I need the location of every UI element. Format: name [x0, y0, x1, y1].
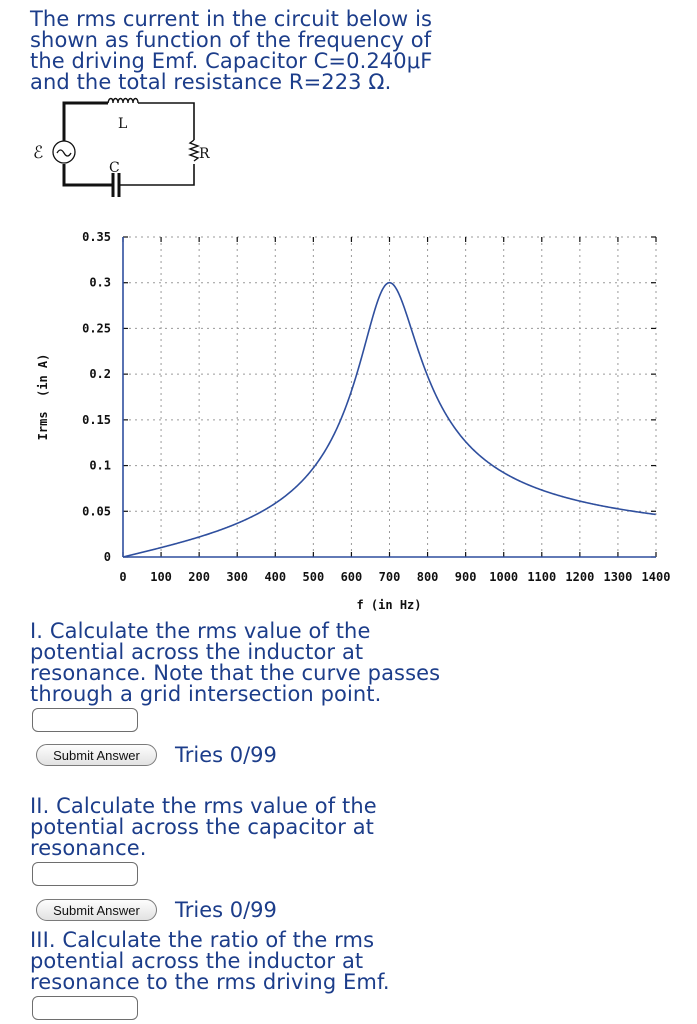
- irms-curve: [122, 281, 656, 558]
- question-line: potential across the capacitor at: [30, 815, 375, 839]
- y-tick-labels: 0 0.05 0.1 0.15 0.2 0.25 0.3 0.35: [82, 230, 111, 564]
- capacitor-label: C: [109, 160, 120, 176]
- inductor-label: L: [118, 116, 127, 132]
- x-tick-label: 800: [417, 570, 439, 584]
- problem-statement: The rms current in the circuit below is …: [30, 9, 432, 93]
- x-tick-label: 1100: [527, 570, 556, 584]
- y-tick-label: 0: [104, 550, 111, 564]
- x-tick-label: 900: [455, 570, 477, 584]
- question-line: resonance. Note that the curve passes: [30, 661, 441, 685]
- y-tick-label: 0.15: [82, 413, 111, 427]
- submit-answer-button-1[interactable]: Submit Answer: [36, 744, 157, 766]
- question-line: II. Calculate the rms value of the: [30, 794, 377, 818]
- y-tick-label: 0.25: [82, 321, 111, 335]
- resistor-label: R: [199, 146, 210, 162]
- question-2: II. Calculate the rms value of the poten…: [30, 796, 377, 859]
- x-tick-label: 300: [226, 570, 248, 584]
- y-tick-label: 0.3: [89, 276, 111, 290]
- question-line: through a grid intersection point.: [30, 682, 382, 706]
- question-line: potential across the inductor at: [30, 640, 364, 664]
- tries-counter-1: Tries 0/99: [175, 743, 277, 767]
- y-tick-label: 0.05: [82, 504, 111, 518]
- x-tick-label: 0: [119, 570, 126, 584]
- resistor-icon: [188, 139, 200, 162]
- answer-input-3[interactable]: [32, 996, 138, 1020]
- question-line: potential across the inductor at: [30, 949, 364, 973]
- answer-input-2[interactable]: [32, 862, 138, 886]
- circuit-diagram: [52, 97, 200, 197]
- question-line: resonance.: [30, 836, 147, 860]
- inductor-icon: [107, 97, 139, 104]
- x-tick-label: 600: [341, 570, 363, 584]
- x-tick-labels: 0 100 200 300 400 500 600 700 800 900 1000 1100 1200…: [119, 570, 670, 584]
- figure: L C R ℰ 0 0.05 0.1 0.15 0.2 0.25 0.3 0.35 0 100 2…: [33, 97, 670, 612]
- tries-counter-2: Tries 0/99: [175, 898, 277, 922]
- chart-axes: [122, 236, 657, 558]
- x-tick-label: 700: [379, 570, 401, 584]
- emf-label: ℰ: [33, 143, 43, 163]
- x-tick-label: 1000: [489, 570, 518, 584]
- ac-source-icon: [52, 140, 76, 164]
- y-axis-title: Irms (in A): [36, 354, 50, 441]
- capacitor-icon: [111, 173, 121, 197]
- intro-line: shown as function of the frequency of: [30, 28, 432, 52]
- question-1: I. Calculate the rms value of the potent…: [30, 621, 440, 705]
- y-tick-label: 0.35: [82, 230, 111, 244]
- intro-line: the driving Emf. Capacitor C=0.240μF: [30, 49, 433, 73]
- question-3: III. Calculate the ratio of the rms pote…: [30, 930, 390, 993]
- question-line: III. Calculate the ratio of the rms: [30, 928, 375, 952]
- x-tick-label: 1300: [603, 570, 632, 584]
- x-tick-label: 400: [264, 570, 286, 584]
- x-tick-label: 200: [188, 570, 210, 584]
- intro-line: and the total resistance R=223 Ω.: [30, 70, 392, 94]
- question-line: resonance to the rms driving Emf.: [30, 970, 390, 994]
- submit-answer-button-2[interactable]: Submit Answer: [36, 899, 157, 921]
- intro-line: The rms current in the circuit below is: [30, 7, 433, 31]
- y-tick-label: 0.2: [89, 367, 111, 381]
- x-tick-label: 100: [150, 570, 172, 584]
- question-line: I. Calculate the rms value of the: [30, 619, 371, 643]
- answer-input-1[interactable]: [32, 708, 138, 732]
- x-tick-label: 1200: [565, 570, 594, 584]
- x-tick-label: 500: [303, 570, 325, 584]
- chart-grid: [123, 236, 657, 557]
- x-tick-label: 1400: [642, 570, 671, 584]
- x-axis-title: f (in Hz): [356, 598, 421, 612]
- y-tick-label: 0.1: [89, 459, 111, 473]
